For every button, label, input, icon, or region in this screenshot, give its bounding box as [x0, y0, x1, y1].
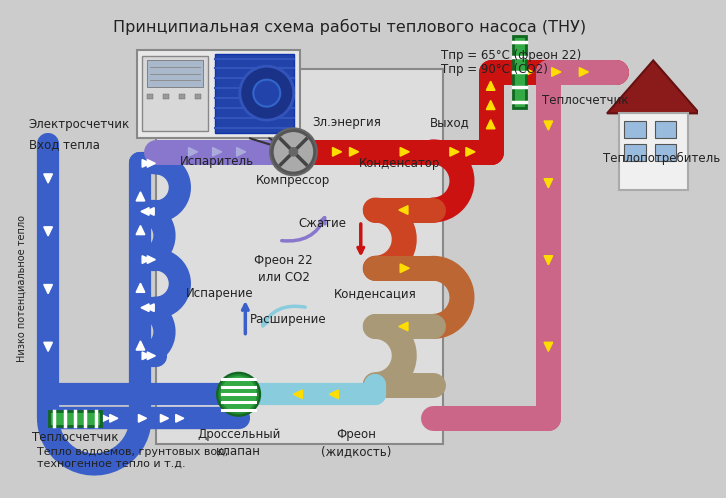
Text: Фреон 22
или СО2: Фреон 22 или СО2 [255, 254, 313, 284]
Text: Электросчетчик: Электросчетчик [29, 119, 130, 131]
Text: техногенное тепло и т.д.: техногенное тепло и т.д. [36, 459, 185, 469]
Polygon shape [544, 179, 552, 188]
Polygon shape [524, 68, 533, 76]
Polygon shape [141, 304, 149, 312]
Bar [655, 144, 677, 161]
Text: Теплопотребитель: Теплопотребитель [603, 152, 720, 165]
Circle shape [219, 375, 258, 413]
Text: Принципиальная схема работы теплового насоса (ТНУ): Принципиальная схема работы теплового на… [113, 19, 586, 35]
Polygon shape [44, 227, 52, 236]
Text: Вход тепла: Вход тепла [29, 137, 99, 150]
Polygon shape [552, 68, 560, 76]
Polygon shape [101, 414, 109, 422]
Bar [142, 56, 208, 130]
Text: Испарение: Испарение [186, 287, 253, 300]
Polygon shape [544, 255, 552, 265]
Polygon shape [293, 390, 303, 398]
Polygon shape [146, 208, 154, 215]
Polygon shape [44, 174, 52, 183]
Polygon shape [330, 390, 338, 398]
Polygon shape [142, 256, 150, 263]
Polygon shape [349, 147, 359, 156]
Polygon shape [333, 147, 342, 156]
Bar [624, 121, 645, 138]
Polygon shape [400, 264, 409, 272]
Circle shape [240, 66, 294, 120]
Polygon shape [607, 60, 699, 114]
Bar [49, 411, 102, 426]
Polygon shape [466, 147, 475, 156]
Polygon shape [142, 352, 150, 360]
Polygon shape [141, 208, 149, 215]
Polygon shape [136, 341, 144, 350]
Text: Тепло водоемов, грунтовых вод,: Тепло водоемов, грунтовых вод, [36, 447, 228, 457]
Polygon shape [450, 147, 459, 156]
Bar [147, 60, 203, 87]
Circle shape [272, 130, 314, 173]
Polygon shape [44, 342, 52, 352]
Bar [619, 114, 688, 190]
Polygon shape [189, 147, 197, 156]
Text: Тпр = 90°С (СО2): Тпр = 90°С (СО2) [441, 63, 547, 76]
Text: Сжатие: Сжатие [298, 217, 346, 230]
Circle shape [253, 80, 280, 107]
Polygon shape [237, 147, 245, 156]
Polygon shape [44, 284, 52, 294]
Polygon shape [544, 342, 552, 352]
Polygon shape [486, 120, 495, 129]
Polygon shape [110, 414, 118, 422]
Polygon shape [142, 159, 150, 167]
Polygon shape [136, 226, 144, 235]
Polygon shape [213, 147, 221, 156]
Bar [163, 94, 169, 99]
Bar [624, 144, 645, 161]
Text: Дроссельный
клапан: Дроссельный клапан [197, 428, 280, 458]
Bar [147, 94, 153, 99]
Text: Теплосчетчик: Теплосчетчик [542, 94, 628, 108]
Text: Теплосчетчик: Теплосчетчик [32, 431, 118, 444]
Polygon shape [544, 121, 552, 130]
Bar [195, 94, 201, 99]
Polygon shape [147, 159, 155, 167]
Circle shape [289, 147, 298, 157]
Text: Выход: Выход [431, 117, 470, 129]
Text: Испаритель: Испаритель [179, 155, 253, 168]
Polygon shape [136, 192, 144, 201]
Polygon shape [579, 68, 589, 76]
Polygon shape [147, 352, 155, 360]
Polygon shape [399, 206, 408, 214]
Polygon shape [400, 147, 409, 156]
Polygon shape [486, 81, 495, 90]
Bar [136, 50, 300, 138]
Text: Низко потенциальное тепло: Низко потенциальное тепло [16, 215, 26, 362]
Bar [179, 94, 185, 99]
Circle shape [270, 129, 317, 175]
Text: Тпр = 65°С (фреон 22): Тпр = 65°С (фреон 22) [441, 49, 581, 62]
Polygon shape [486, 101, 495, 110]
Bar [156, 69, 443, 444]
Polygon shape [399, 322, 408, 331]
Text: Расширение: Расширение [250, 313, 327, 326]
Polygon shape [147, 256, 155, 263]
Polygon shape [139, 414, 147, 422]
Polygon shape [176, 414, 184, 422]
Text: Зл.энергия: Зл.энергия [312, 117, 380, 129]
Bar [655, 121, 677, 138]
Bar [513, 36, 526, 108]
Bar [216, 54, 294, 132]
Polygon shape [160, 414, 168, 422]
Polygon shape [136, 283, 144, 292]
Text: Конденсация: Конденсация [334, 287, 417, 300]
Polygon shape [146, 304, 154, 312]
Text: Фреон
(жидкость): Фреон (жидкость) [321, 428, 391, 458]
Text: Компрессор: Компрессор [256, 174, 330, 187]
Text: Конденсатор: Конденсатор [359, 157, 440, 170]
Circle shape [217, 373, 260, 415]
